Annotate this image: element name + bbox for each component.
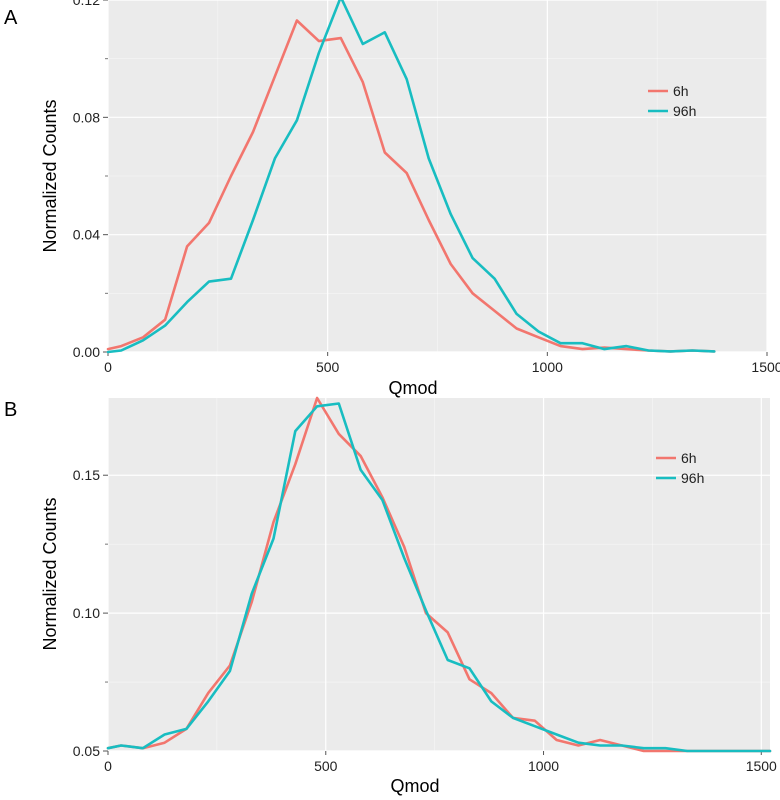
panel-a-legend-label-96h: 96h bbox=[673, 103, 696, 119]
panel-b-label: B bbox=[4, 399, 17, 421]
panel-a-label: A bbox=[4, 7, 18, 29]
panel-a-legend: 6h 96h bbox=[648, 83, 696, 119]
panel-a-lines bbox=[106, 0, 716, 354]
panel-a-x-tick-label: 1500 bbox=[751, 359, 780, 375]
panel-b-y-tick-label: 0.05 bbox=[73, 743, 100, 759]
panel-a-legend-label-6h: 6h bbox=[673, 83, 689, 99]
panel-a-y-tick-label: 0.00 bbox=[73, 344, 100, 360]
panel-b-y-ticks: 0.05 0.10 0.15 bbox=[73, 467, 108, 759]
panel-b-y-tick-label: 0.15 bbox=[73, 467, 100, 483]
panel-b-x-ticks: 0 500 1000 1500 bbox=[104, 751, 777, 774]
panel-a-y-tick-label: 0.04 bbox=[73, 227, 100, 243]
panel-a-y-tick-label: 0.12 bbox=[73, 0, 100, 8]
panel-a-x-ticks: 0 500 1000 1500 bbox=[104, 352, 780, 375]
panel-b-legend-label-96h: 96h bbox=[681, 470, 704, 486]
panel-a-x-tick-label: 0 bbox=[104, 359, 112, 375]
panel-a-y-ticks: 0.00 0.04 0.08 0.12 bbox=[73, 0, 108, 360]
panel-b-series-line-96h bbox=[106, 402, 772, 753]
panel-a-y-axis-title: Normalized Counts bbox=[40, 99, 60, 252]
panel-b: B 0.05 0.10 0.15 0 500 1000 1500 Qmod Normali… bbox=[4, 396, 777, 796]
panel-b-x-tick-label: 500 bbox=[314, 758, 338, 774]
panel-a-x-axis-title: Qmod bbox=[388, 378, 437, 398]
panel-a-x-tick-label: 1000 bbox=[532, 359, 563, 375]
panel-b-legend: 6h 96h bbox=[656, 450, 704, 486]
panel-a-x-tick-label: 500 bbox=[316, 359, 340, 375]
panel-b-x-axis-title: Qmod bbox=[390, 776, 439, 796]
panel-b-legend-label-6h: 6h bbox=[681, 450, 697, 466]
panel-b-y-tick-label: 0.10 bbox=[73, 605, 100, 621]
panel-b-x-tick-label: 0 bbox=[104, 758, 112, 774]
panel-b-y-axis-title: Normalized Counts bbox=[40, 497, 60, 650]
panel-b-plot-background bbox=[108, 398, 770, 751]
panel-a: A 0.00 0.04 0.08 0.12 0 500 1000 1500 Qmod Nor… bbox=[4, 0, 780, 398]
panel-b-lines bbox=[106, 396, 772, 753]
panel-a-series-line-96h bbox=[106, 0, 716, 354]
panel-b-x-tick-label: 1000 bbox=[528, 758, 559, 774]
panel-a-y-tick-label: 0.08 bbox=[73, 109, 100, 125]
panel-b-series-line-6h bbox=[106, 396, 772, 753]
panel-b-x-tick-label: 1500 bbox=[746, 758, 777, 774]
